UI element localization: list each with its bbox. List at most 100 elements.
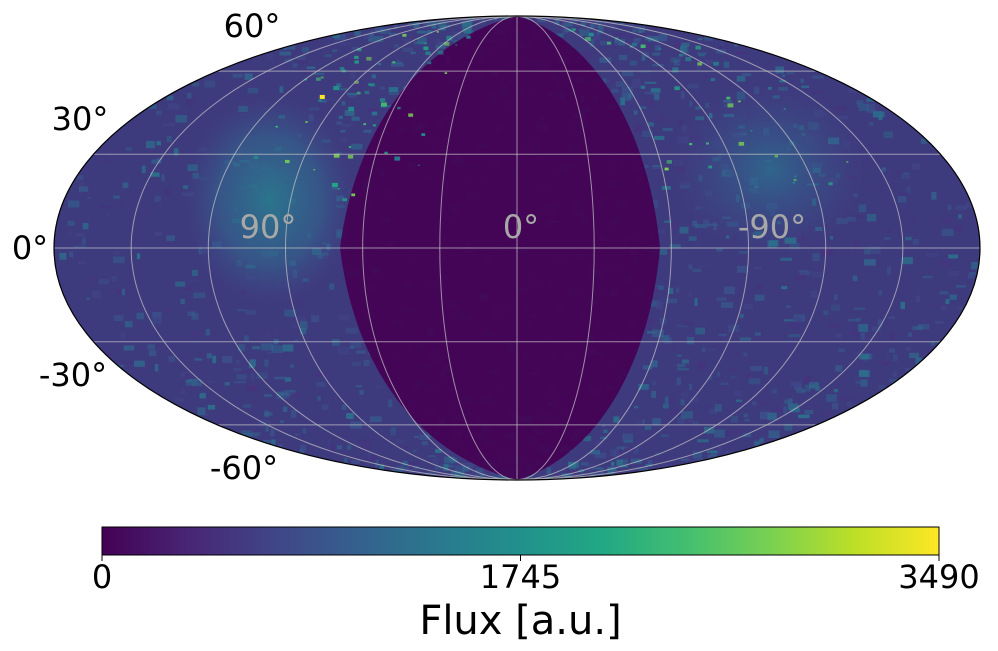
- emission-speckle: [610, 20, 616, 24]
- emission-speckle: [296, 55, 306, 61]
- emission-speckle: [736, 51, 747, 55]
- emission-speckle: [801, 390, 806, 393]
- emission-speckle: [855, 351, 861, 356]
- hotspot: [397, 106, 401, 110]
- emission-speckle: [123, 345, 135, 351]
- emission-speckle: [613, 42, 619, 49]
- emission-speckle: [569, 462, 577, 471]
- emission-speckle: [652, 329, 664, 338]
- emission-speckle: [917, 324, 930, 330]
- emission-speckle: [161, 174, 165, 182]
- emission-speckle: [672, 344, 677, 352]
- emission-speckle: [665, 298, 678, 304]
- hotspot: [392, 61, 396, 64]
- emission-speckle: [680, 392, 689, 399]
- emission-speckle: [300, 444, 306, 452]
- emission-speckle: [804, 410, 814, 415]
- emission-speckle: [450, 470, 458, 477]
- emission-speckle: [682, 125, 687, 132]
- emission-speckle: [901, 172, 911, 179]
- emission-speckle: [855, 380, 862, 384]
- bright-band-region: [185, 95, 355, 305]
- emission-speckle: [830, 236, 834, 240]
- emission-speckle: [239, 371, 250, 374]
- hotspot-layer: [253, 28, 849, 202]
- emission-speckle: [673, 60, 681, 66]
- emission-speckle: [707, 450, 718, 454]
- emission-speckle: [680, 42, 690, 47]
- emission-speckle: [672, 67, 679, 73]
- hotspot: [658, 47, 662, 51]
- emission-speckle: [105, 213, 110, 216]
- emission-speckle: [403, 38, 411, 45]
- hotspot: [466, 35, 471, 39]
- emission-speckle: [858, 204, 867, 213]
- emission-speckle: [650, 360, 658, 368]
- emission-speckle: [162, 123, 175, 127]
- emission-speckle: [251, 432, 261, 436]
- emission-speckle: [632, 28, 637, 33]
- emission-speckle: [677, 416, 685, 424]
- emission-speckle: [663, 220, 672, 223]
- emission-speckle: [878, 116, 883, 121]
- emission-speckle: [561, 473, 573, 480]
- emission-speckle: [886, 266, 892, 275]
- hotspot: [285, 159, 290, 164]
- emission-speckle: [934, 303, 944, 307]
- emission-speckle: [868, 143, 874, 151]
- emission-speckle: [285, 377, 292, 382]
- emission-speckle: [853, 307, 866, 310]
- emission-speckle: [868, 121, 874, 126]
- emission-speckle: [809, 382, 819, 389]
- emission-speckle: [671, 221, 678, 230]
- emission-speckle: [471, 471, 484, 475]
- hotspot: [783, 108, 786, 110]
- emission-speckle: [287, 392, 300, 398]
- emission-speckle: [603, 429, 608, 433]
- emission-speckle: [344, 457, 348, 463]
- emission-speckle: [733, 390, 742, 396]
- emission-speckle: [280, 420, 284, 423]
- emission-speckle: [78, 186, 89, 192]
- emission-speckle: [652, 25, 662, 31]
- hotspot: [339, 67, 345, 71]
- emission-speckle: [864, 248, 871, 255]
- emission-speckle: [345, 327, 358, 334]
- emission-speckle: [655, 301, 663, 309]
- emission-speckle: [417, 30, 426, 34]
- emission-speckle: [581, 27, 589, 30]
- emission-speckle: [688, 291, 693, 298]
- emission-speckle: [622, 93, 632, 101]
- emission-speckle: [300, 321, 308, 330]
- bright-patch-region: [675, 85, 865, 255]
- emission-speckle: [956, 285, 967, 288]
- emission-speckle: [803, 376, 812, 384]
- emission-speckle: [849, 329, 861, 336]
- emission-speckle: [856, 107, 859, 112]
- emission-speckle: [281, 390, 288, 396]
- emission-speckle: [351, 143, 363, 150]
- emission-speckle: [336, 445, 343, 450]
- emission-speckle: [793, 384, 802, 390]
- emission-speckle: [256, 372, 268, 379]
- hotspot: [664, 167, 669, 171]
- emission-speckle: [705, 102, 710, 108]
- emission-speckle: [801, 85, 809, 89]
- emission-speckle: [866, 98, 875, 102]
- emission-speckle: [302, 47, 309, 53]
- hotspot: [726, 96, 731, 100]
- emission-speckle: [371, 74, 376, 79]
- hotspot: [354, 60, 359, 64]
- emission-speckle: [368, 108, 377, 112]
- graticule-lon--150: [516, 16, 904, 480]
- emission-speckle: [367, 451, 372, 459]
- emission-speckle: [911, 218, 918, 224]
- emission-speckle: [77, 175, 84, 180]
- emission-speckle: [402, 460, 408, 466]
- emission-speckle: [625, 464, 632, 467]
- emission-speckle: [788, 398, 793, 403]
- emission-speckle: [796, 388, 806, 393]
- hotspot: [674, 86, 680, 91]
- emission-speckle: [906, 186, 911, 194]
- hotspot: [316, 77, 321, 81]
